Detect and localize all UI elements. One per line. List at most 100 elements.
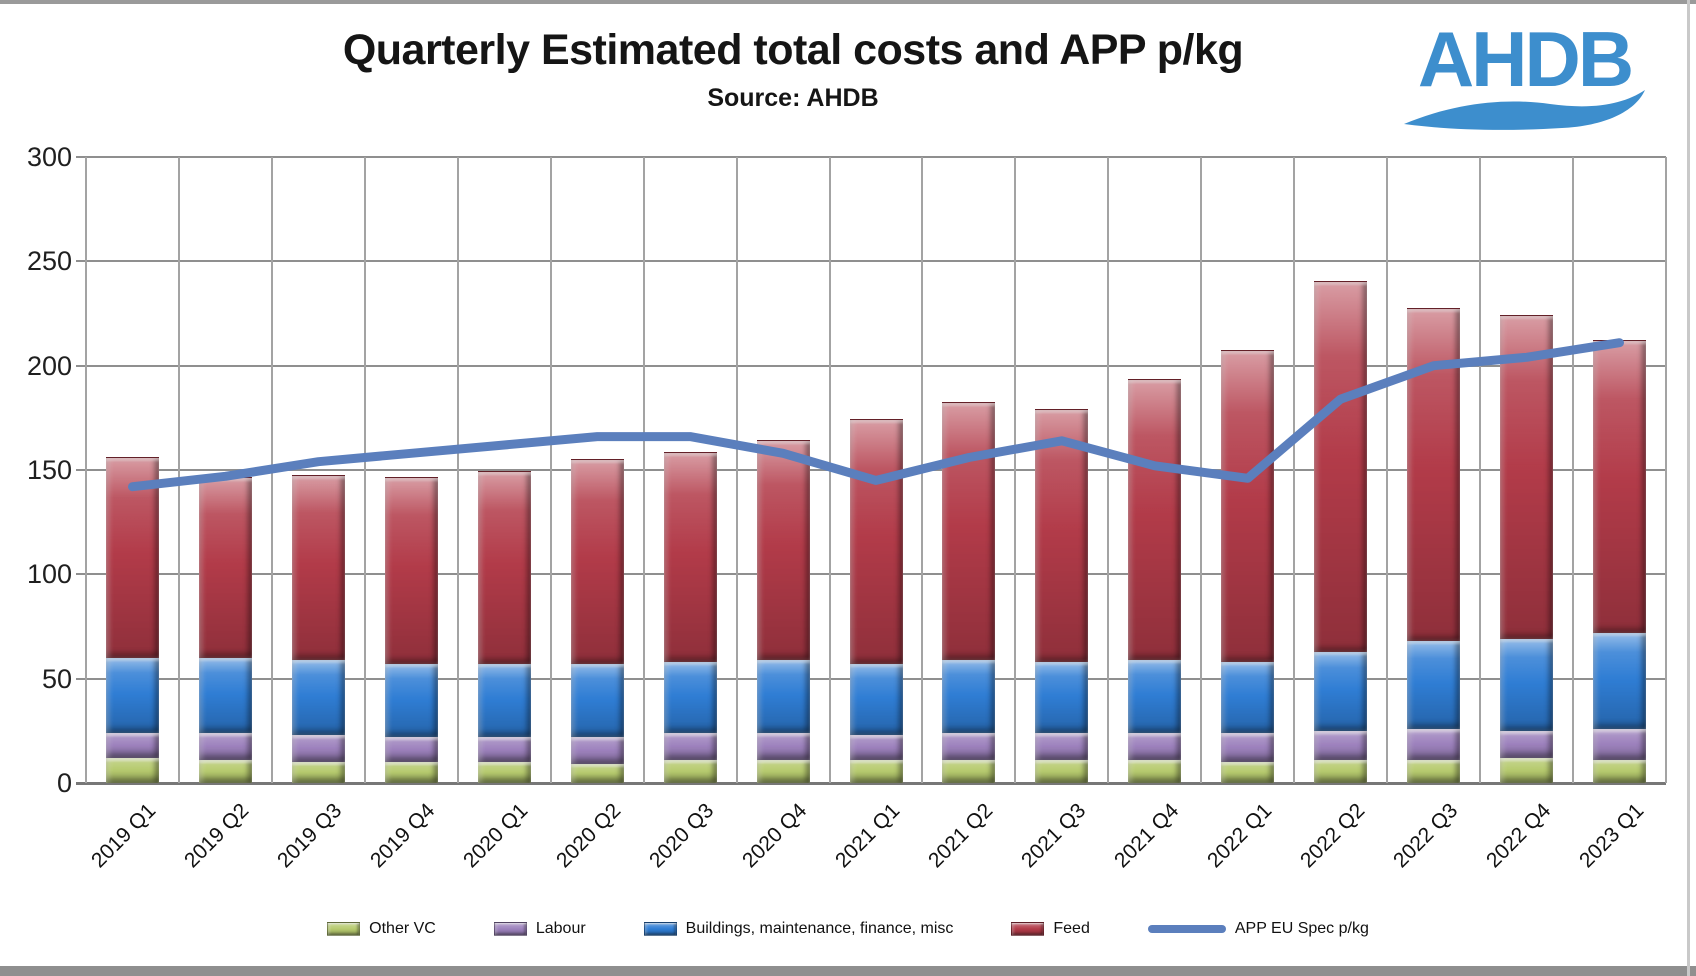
bar-segment-other-vc — [1128, 759, 1182, 783]
bar-segment-buildings — [570, 663, 624, 738]
x-tick-label: 2022 Q2 — [1295, 799, 1369, 873]
x-tick-label: 2020 Q1 — [459, 799, 533, 873]
x-tick-label: 2021 Q1 — [831, 799, 905, 873]
stacked-bar — [198, 477, 252, 783]
bar-segment-labour — [1314, 729, 1368, 761]
v-gridline — [85, 157, 87, 783]
bar-segment-other-vc — [756, 759, 810, 783]
x-tick-label: 2019 Q1 — [87, 799, 161, 873]
bar-segment-other-vc — [1221, 761, 1275, 783]
legend-label: Feed — [1053, 920, 1090, 937]
bar-segment-buildings — [1500, 638, 1554, 731]
legend-item: Labour — [493, 920, 586, 938]
legend-item: Feed — [1011, 920, 1090, 938]
bar-segment-labour — [198, 731, 252, 761]
ahdb-logo-text: AHDB — [1417, 15, 1634, 103]
legend-swatch-icon — [327, 922, 361, 936]
bar-segment-feed — [1593, 339, 1647, 633]
stacked-bar — [663, 452, 717, 783]
bar-segment-labour — [570, 736, 624, 765]
x-tick-label: 2020 Q4 — [738, 799, 812, 873]
bar-segment-buildings — [1407, 640, 1461, 729]
stacked-bar — [1128, 379, 1182, 783]
legend-swatch-icon — [493, 922, 527, 936]
bar-segment-buildings — [291, 658, 345, 736]
bar-segment-labour — [849, 734, 903, 761]
bar-segment-buildings — [198, 656, 252, 733]
bar-segment-labour — [1500, 729, 1554, 758]
x-tick-label: 2022 Q4 — [1481, 799, 1555, 873]
bar-segment-buildings — [1314, 650, 1368, 731]
legend-label: Buildings, maintenance, finance, misc — [685, 920, 954, 937]
stacked-bar — [1407, 308, 1461, 783]
bar-segment-buildings — [663, 660, 717, 733]
right-border — [1687, 0, 1690, 976]
bar-segment-buildings — [1221, 660, 1275, 733]
stacked-bar — [1593, 339, 1647, 783]
stacked-bar — [291, 475, 345, 783]
bar-segment-feed — [477, 471, 531, 665]
bar-segment-other-vc — [1035, 759, 1089, 783]
legend-label: APP EU Spec p/kg — [1234, 920, 1369, 937]
bar-segment-other-vc — [291, 761, 345, 783]
bottom-border — [0, 966, 1696, 976]
bars-layer — [86, 157, 1666, 783]
stacked-bar — [105, 456, 159, 783]
bar-segment-feed — [663, 452, 717, 662]
ahdb-logo-wave-icon — [1404, 90, 1645, 130]
x-tick-label: 2020 Q2 — [552, 799, 626, 873]
stacked-bar — [756, 439, 810, 783]
legend-label: Labour — [535, 920, 586, 937]
bar-segment-feed — [1407, 308, 1461, 642]
bar-segment-buildings — [477, 663, 531, 738]
legend-item: Other VC — [327, 920, 436, 938]
bar-segment-buildings — [756, 658, 810, 733]
bar-segment-buildings — [105, 656, 159, 733]
stacked-bar — [1035, 408, 1089, 783]
bar-segment-buildings — [384, 663, 438, 738]
bar-segment-labour — [1593, 727, 1647, 761]
bar-segment-other-vc — [105, 756, 159, 783]
bar-segment-feed — [1500, 314, 1554, 640]
bar-segment-feed — [1314, 281, 1368, 652]
x-tick-label: 2021 Q3 — [1016, 799, 1091, 873]
ahdb-logo: AHDB — [1402, 16, 1647, 136]
bar-segment-feed — [849, 418, 903, 665]
stacked-bar — [1221, 350, 1275, 783]
stacked-bar — [1500, 314, 1554, 783]
bar-segment-feed — [756, 439, 810, 660]
x-tick-label: 2019 Q3 — [273, 799, 347, 873]
x-tick-label: 2019 Q4 — [366, 799, 440, 873]
bar-segment-other-vc — [198, 759, 252, 783]
legend-item: Buildings, maintenance, finance, misc — [643, 920, 954, 938]
bar-segment-labour — [1407, 727, 1461, 761]
x-tick-label: 2021 Q2 — [923, 799, 998, 873]
bar-segment-buildings — [1593, 631, 1647, 729]
bar-segment-labour — [1221, 731, 1275, 763]
bar-segment-other-vc — [849, 759, 903, 783]
bar-segment-labour — [942, 731, 996, 761]
bar-segment-other-vc — [477, 761, 531, 783]
bar-segment-other-vc — [1314, 759, 1368, 783]
bar-segment-feed — [105, 456, 159, 658]
bar-segment-labour — [663, 731, 717, 761]
bar-segment-buildings — [1035, 660, 1089, 733]
stacked-bar — [1314, 281, 1368, 783]
legend-item: APP EU Spec p/kg — [1147, 920, 1369, 938]
bar-segment-labour — [477, 736, 531, 763]
bar-segment-buildings — [849, 663, 903, 736]
chart-title: Quarterly Estimated total costs and APP … — [342, 26, 1244, 74]
y-tick-label: 150 — [26, 455, 72, 485]
stacked-bar — [849, 418, 903, 783]
bar-segment-buildings — [1128, 658, 1182, 733]
y-tick-label: 200 — [26, 350, 72, 381]
bar-segment-buildings — [942, 658, 996, 733]
bar-segment-feed — [384, 477, 438, 665]
bar-segment-other-vc — [942, 759, 996, 783]
bar-segment-other-vc — [1593, 759, 1647, 783]
x-tick-label: 2022 Q3 — [1388, 799, 1462, 873]
bar-segment-feed — [570, 458, 624, 665]
bar-segment-feed — [1128, 379, 1182, 660]
x-tick-label: 2019 Q2 — [180, 799, 254, 873]
legend-label: Other VC — [369, 920, 436, 937]
